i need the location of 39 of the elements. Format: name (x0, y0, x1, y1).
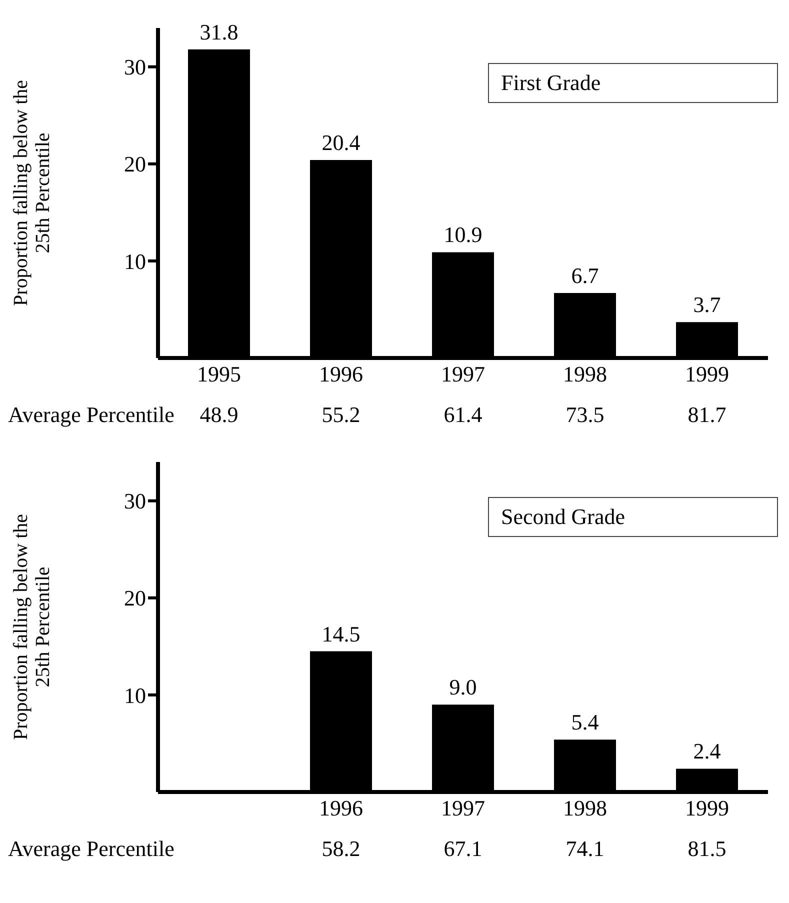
y-axis-title: Proportion falling below the 25th Percentile (10, 514, 54, 740)
x-tick-label: 1996 (319, 796, 363, 821)
y-axis-title: Proportion falling below the 25th Percentile (10, 80, 54, 306)
data-label: 9.0 (449, 674, 477, 700)
data-label: 31.8 (200, 19, 238, 44)
data-label: 2.4 (693, 738, 721, 764)
x-tick-label: 1995 (197, 362, 241, 387)
y-tick-label: 20 (124, 586, 146, 611)
data-label: 20.4 (322, 130, 360, 155)
x-tick-label: 1998 (563, 362, 607, 387)
x-tick-label: 1997 (441, 362, 485, 387)
data-label: 6.7 (571, 262, 599, 288)
x-tick-label: 1998 (563, 796, 607, 821)
text: 58.2 (320, 836, 362, 862)
text: Average Percentile (8, 836, 174, 862)
y-tick-label: 20 (124, 152, 146, 177)
data-label: 14.5 (322, 621, 360, 646)
y-tick-label: 30 (124, 488, 146, 514)
text: 74.1 (564, 836, 606, 862)
data-label: 5.4 (571, 710, 599, 735)
y-tick-label: 30 (124, 54, 146, 80)
text: Second Grade (488, 497, 778, 537)
y-tick-label: 10 (124, 682, 146, 708)
x-tick-label: 1999 (685, 796, 729, 821)
x-tick-label: 1996 (319, 362, 363, 387)
data-label: 10.9 (444, 222, 482, 248)
text: 67.1 (442, 836, 484, 862)
text: First Grade (488, 63, 778, 103)
text: 81.5 (686, 836, 728, 862)
text: 73.5 (564, 402, 606, 428)
text: 48.9 (198, 402, 240, 428)
text: 81.7 (686, 402, 728, 428)
text: Average Percentile (8, 402, 174, 428)
data-label: 3.7 (693, 292, 721, 318)
text: 55.2 (320, 402, 362, 428)
text: 61.4 (442, 402, 484, 428)
x-tick-label: 1999 (685, 362, 729, 387)
y-tick-label: 10 (124, 248, 146, 274)
x-tick-label: 1997 (441, 796, 485, 821)
